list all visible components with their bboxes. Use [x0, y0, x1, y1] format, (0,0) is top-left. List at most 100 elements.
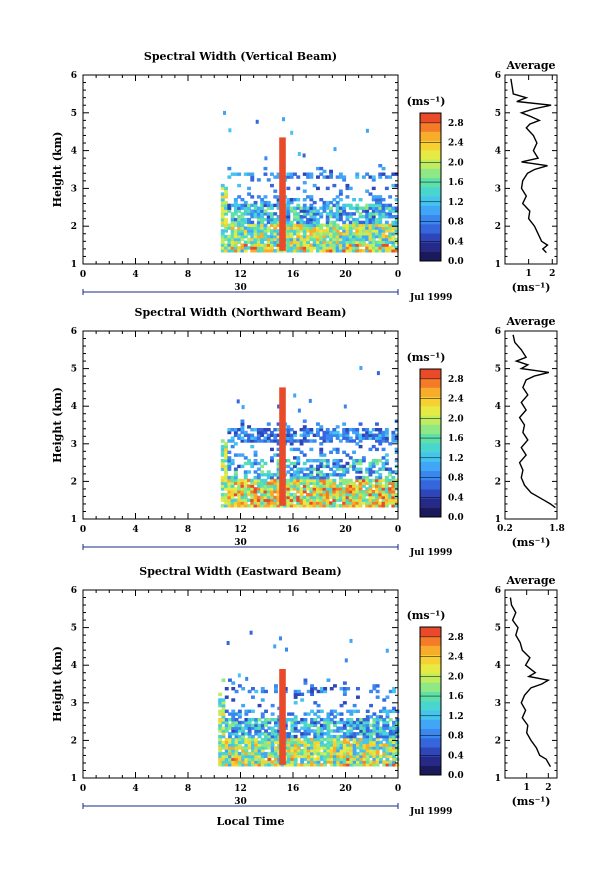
heatmap-cell [293, 763, 298, 767]
heatmap-cell [345, 215, 350, 219]
heatmap-cell [391, 478, 396, 483]
heatmap-cell [348, 234, 353, 239]
heatmap-cell [358, 212, 363, 216]
heatmap-cell [335, 175, 340, 179]
profile-x-tick-label: 2 [549, 269, 555, 279]
heatmap-cell [237, 723, 242, 728]
heatmap-cell [359, 720, 364, 725]
heatmap-cell [352, 504, 356, 508]
colorbar-tick-label: 2.8 [448, 119, 464, 129]
heatmap-cell [355, 470, 360, 474]
heatmap-cell [296, 481, 301, 485]
heatmap-cell [299, 467, 304, 471]
heatmap-cell [256, 430, 261, 435]
heatmap-cell [247, 478, 251, 483]
heatmap-cell [355, 461, 360, 466]
heatmap-cell [352, 720, 357, 725]
heatmap-cell [361, 498, 366, 502]
heatmap-cell [296, 456, 301, 460]
heatmap-cell [263, 439, 268, 443]
heatmap-cell [266, 498, 271, 502]
heatmap-cell [349, 760, 354, 764]
heatmap-cell [381, 209, 386, 213]
heatmap-cell [325, 186, 330, 191]
heatmap-cell [346, 732, 351, 736]
heatmap-cell [365, 433, 370, 437]
heatmap-cell [273, 203, 278, 208]
heatmap-cell [218, 720, 223, 725]
heatmap-cell [241, 703, 246, 708]
heatmap-cell [286, 237, 291, 242]
heatmap-cell [375, 495, 379, 500]
heatmap-cell [326, 729, 331, 733]
heatmap-cell [286, 172, 291, 176]
colorbar-unit: (ms⁻¹) [407, 609, 446, 622]
heatmap-cell [352, 464, 356, 469]
heatmap-cell [247, 203, 251, 208]
heatmap-cell [378, 234, 383, 239]
colorbar-swatch [420, 113, 441, 123]
heatmap-cell [234, 754, 239, 759]
heatmap-cell [300, 720, 305, 725]
heatmap-cell [266, 481, 271, 485]
heatmap-cell [385, 746, 390, 750]
heatmap-cell [293, 217, 297, 222]
heatmap-cell [230, 475, 235, 480]
heatmap-cell [368, 464, 373, 469]
heatmap-cell [381, 237, 386, 242]
heatmap-cell [346, 718, 351, 722]
heatmap-cell [349, 729, 354, 733]
heatmap-cell [233, 246, 238, 250]
heatmap-cell [276, 200, 281, 205]
heatmap-cell [218, 760, 223, 764]
heatmap-cell [300, 698, 305, 702]
heatmap-cell [286, 209, 291, 213]
heatmap-cell [316, 478, 320, 483]
heatmap-cell [375, 223, 379, 227]
profile-title: Average [505, 59, 555, 72]
profile-y-tick-label: 3 [495, 440, 501, 450]
heatmap-cell [286, 243, 291, 247]
heatmap-cell [286, 430, 291, 435]
x-tick-label: 8 [185, 784, 191, 794]
heatmap-cell [355, 172, 360, 176]
heatmap-cell [388, 760, 393, 764]
heatmap-cell [375, 743, 380, 747]
heatmap-cell [342, 495, 347, 500]
heatmap-cell [342, 246, 347, 250]
heatmap-cell [392, 737, 396, 742]
heatmap-cell [264, 751, 268, 756]
heatmap-cell [310, 687, 314, 691]
heatmap-cell [339, 734, 344, 739]
heatmap-cell [251, 763, 255, 767]
heatmap-cell [224, 249, 228, 253]
heatmap-cell [325, 481, 330, 485]
heatmap-cell [358, 240, 363, 244]
heatmap-cell [293, 754, 298, 759]
heatmap-cell [368, 495, 373, 500]
heatmap-cell [375, 487, 379, 491]
heatmap-cell [358, 504, 363, 508]
heatmap-cell [276, 433, 281, 437]
colorbar-swatch [420, 159, 441, 169]
heatmap-cell [289, 428, 294, 432]
heatmap-cell [263, 487, 268, 491]
heatmap-cell [348, 464, 353, 469]
heatmap-cell [270, 763, 275, 767]
heatmap-cell [392, 723, 396, 728]
heatmap-cell [329, 746, 334, 750]
heatmap-cell [365, 203, 370, 208]
heatmap-cell [256, 240, 261, 244]
heatmap-cell [243, 433, 248, 437]
heatmap-cell [348, 436, 353, 440]
heatmap-cell [391, 436, 396, 440]
heatmap-cell [316, 229, 320, 233]
heatmap-cell [306, 689, 311, 694]
heatmap-cell [329, 246, 333, 250]
heatmap-cell [352, 217, 356, 222]
heatmap-cell [361, 175, 366, 179]
heatmap-cell [299, 442, 304, 446]
heatmap-cell [356, 723, 360, 728]
heatmap-cell [309, 234, 314, 239]
heatmap-cell [244, 720, 249, 725]
